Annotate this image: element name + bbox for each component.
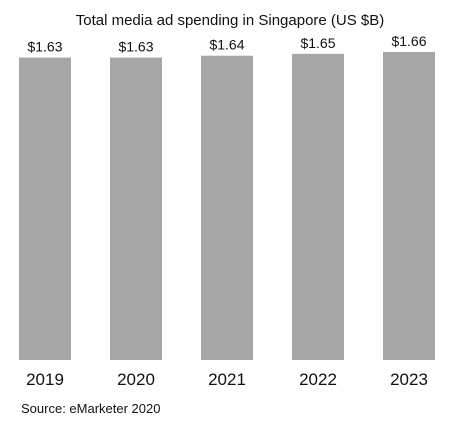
bar-2022 <box>292 53 344 361</box>
data-label-2021: $1.64 <box>209 37 244 53</box>
x-tick-label-2019: 2019 <box>26 370 64 389</box>
x-tick-label-2023: 2023 <box>390 370 428 389</box>
bar-2023 <box>383 52 435 360</box>
x-tick-label-2021: 2021 <box>208 370 246 389</box>
bar-2020 <box>110 57 162 361</box>
x-tick-label-2020: 2020 <box>117 370 155 389</box>
x-tick-label-2022: 2022 <box>299 370 337 389</box>
bar-2019 <box>19 57 71 361</box>
data-label-2023: $1.66 <box>391 33 426 49</box>
data-label-2019: $1.63 <box>27 39 62 55</box>
data-label-2020: $1.63 <box>118 39 153 55</box>
source-note: Source: eMarketer 2020 <box>21 401 161 416</box>
data-label-2022: $1.65 <box>300 35 335 51</box>
chart-title: Total media ad spending in Singapore (US… <box>75 12 385 29</box>
bar-2021 <box>201 55 253 360</box>
